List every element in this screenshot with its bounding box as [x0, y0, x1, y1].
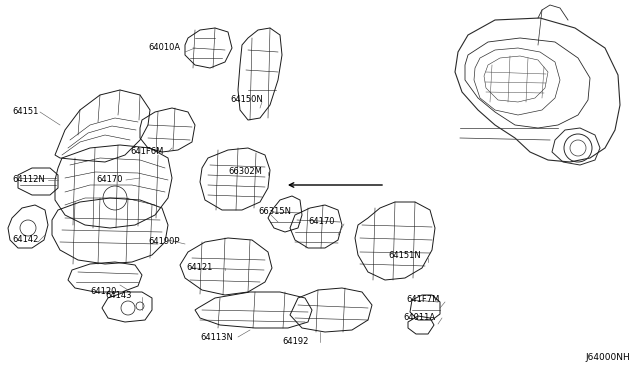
Text: 64010A: 64010A: [148, 44, 180, 52]
Text: 64170: 64170: [308, 218, 335, 227]
Text: 66302M: 66302M: [228, 167, 262, 176]
Text: 64011A: 64011A: [403, 314, 435, 323]
Text: 64151: 64151: [12, 108, 38, 116]
Text: 64112N: 64112N: [12, 176, 45, 185]
Text: 64150N: 64150N: [230, 96, 263, 105]
Text: 641F6M: 641F6M: [130, 148, 163, 157]
Text: 641F7M: 641F7M: [406, 295, 440, 305]
Text: 64121: 64121: [186, 263, 212, 273]
Text: 64192: 64192: [282, 337, 308, 346]
Text: 64142: 64142: [12, 235, 38, 244]
Text: 64151N: 64151N: [388, 251, 420, 260]
Text: 66315N: 66315N: [258, 208, 291, 217]
Text: 64190P: 64190P: [148, 237, 179, 247]
Text: 64120: 64120: [90, 288, 116, 296]
Text: 64113N: 64113N: [200, 333, 233, 341]
Text: J64000NH: J64000NH: [585, 353, 630, 362]
Text: 64170: 64170: [96, 176, 122, 185]
Text: 64143: 64143: [105, 291, 131, 299]
